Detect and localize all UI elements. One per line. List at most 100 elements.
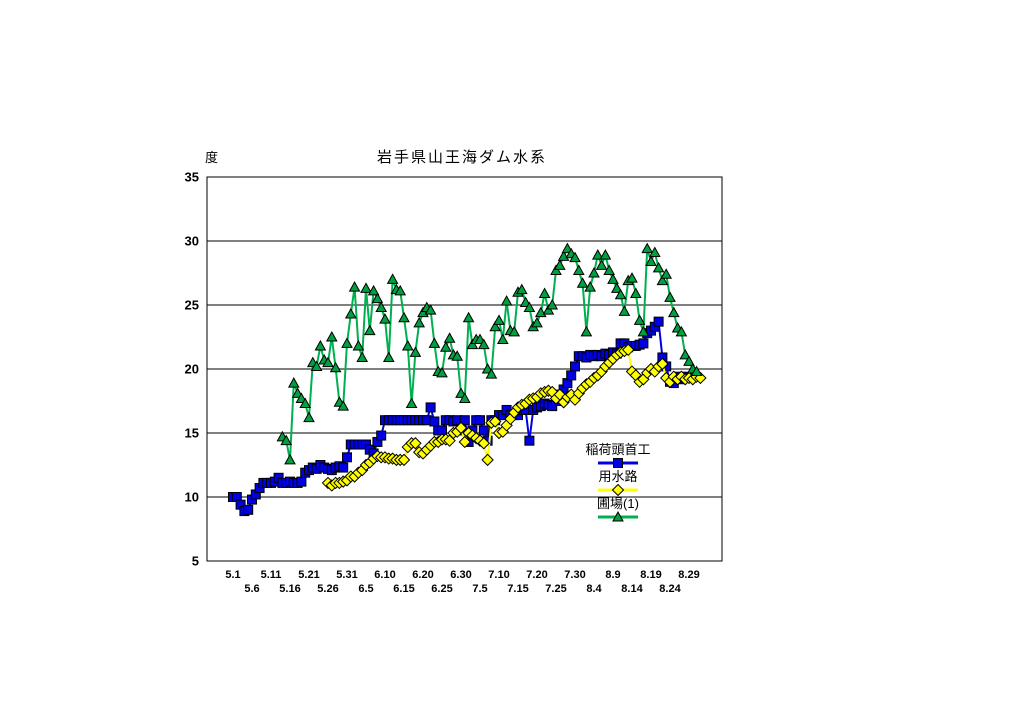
data-point: [576, 277, 589, 288]
data-point: [398, 311, 410, 323]
data-point: [660, 268, 673, 279]
data-point: [607, 273, 619, 284]
data-point: [344, 307, 357, 319]
data-point: [443, 332, 456, 343]
data-point: [428, 337, 441, 348]
data-point: [667, 306, 680, 318]
svg-text:5.11: 5.11: [261, 569, 282, 581]
svg-text:5.26: 5.26: [317, 583, 338, 595]
data-point: [489, 320, 502, 332]
svg-text:6.15: 6.15: [393, 583, 414, 595]
square-marker-icon: [613, 458, 623, 468]
svg-text:8.29: 8.29: [678, 569, 699, 581]
svg-text:5: 5: [192, 554, 199, 569]
triangle-marker-icon: [612, 511, 624, 522]
data-point: [599, 249, 612, 260]
legend-item-inari-weir: 稲荷頭首工: [575, 443, 661, 469]
data-point: [329, 361, 342, 373]
data-point: [569, 251, 581, 263]
data-point: [284, 453, 296, 465]
legend-sample-diamond-icon: [598, 484, 638, 496]
data-point: [466, 338, 479, 350]
data-point: [648, 246, 661, 258]
plot-border: [206, 176, 723, 562]
svg-text:8.4: 8.4: [586, 583, 602, 595]
series-2: [276, 242, 703, 465]
series-1: [321, 343, 707, 492]
data-point: [409, 346, 422, 357]
data-point: [477, 338, 490, 350]
svg-text:15: 15: [185, 426, 199, 441]
data-point: [394, 284, 407, 296]
data-point: [371, 292, 384, 304]
data-point: [439, 341, 452, 352]
data-point: [458, 435, 472, 449]
data-point: [488, 415, 502, 428]
data-point: [683, 355, 695, 366]
svg-text:6.25: 6.25: [431, 583, 452, 595]
data-point: [626, 272, 638, 283]
data-point: [645, 255, 657, 266]
svg-text:6.30: 6.30: [450, 569, 471, 581]
data-point: [524, 435, 535, 446]
data-point: [382, 351, 395, 362]
data-point: [588, 266, 600, 278]
data-point: [485, 368, 498, 379]
data-point: [367, 284, 380, 296]
data-point: [591, 249, 604, 260]
y-axis-unit-label: 度: [205, 150, 219, 165]
data-point: [637, 325, 650, 337]
data-point: [325, 330, 338, 342]
data-point: [550, 264, 562, 275]
data-point: [610, 282, 623, 293]
gridlines: [207, 240, 722, 498]
svg-text:6.20: 6.20: [412, 569, 433, 581]
data-point: [397, 453, 411, 467]
data-point: [341, 337, 353, 348]
data-point: [363, 324, 376, 336]
data-point: [409, 437, 422, 450]
data-point: [280, 434, 293, 446]
x-axis-labels: 5.1 5.65.11 5.16 5.21 5.26 5.316.56.10 6.15 6.2…: [225, 569, 699, 595]
data-point: [314, 339, 327, 351]
svg-text:5.21: 5.21: [298, 569, 319, 581]
data-point: [496, 333, 509, 345]
svg-text:6.5: 6.5: [358, 583, 373, 595]
data-point: [475, 415, 485, 426]
svg-text:5.6: 5.6: [244, 583, 259, 595]
data-point: [401, 339, 414, 351]
data-point: [656, 357, 669, 371]
svg-text:10: 10: [185, 490, 199, 505]
data-point: [243, 504, 254, 515]
legend-label: 圃場(1): [597, 496, 639, 511]
data-point: [477, 437, 491, 450]
data-point: [303, 411, 315, 423]
svg-text:8.14: 8.14: [621, 583, 643, 595]
data-point: [405, 397, 418, 409]
data-point: [508, 325, 521, 337]
data-point: [493, 314, 505, 325]
svg-text:35: 35: [185, 170, 199, 185]
data-point: [653, 316, 664, 327]
data-point: [413, 316, 426, 328]
data-point: [322, 356, 334, 368]
svg-text:6.10: 6.10: [374, 569, 395, 581]
svg-text:5.1: 5.1: [225, 569, 240, 581]
data-point: [459, 415, 470, 426]
data-point: [478, 425, 489, 436]
data-point: [664, 291, 676, 302]
data-point: [542, 304, 555, 315]
data-point: [376, 430, 387, 441]
data-point: [429, 416, 440, 427]
data-point: [621, 343, 635, 357]
data-point: [633, 314, 646, 325]
data-point: [500, 295, 513, 306]
svg-text:30: 30: [185, 234, 199, 249]
data-point: [481, 453, 494, 467]
data-point: [299, 397, 312, 409]
svg-text:7.30: 7.30: [564, 569, 585, 581]
legend-sample-square-icon: [598, 458, 638, 468]
data-point: [424, 304, 437, 315]
data-point: [580, 325, 593, 337]
data-point: [570, 361, 580, 372]
